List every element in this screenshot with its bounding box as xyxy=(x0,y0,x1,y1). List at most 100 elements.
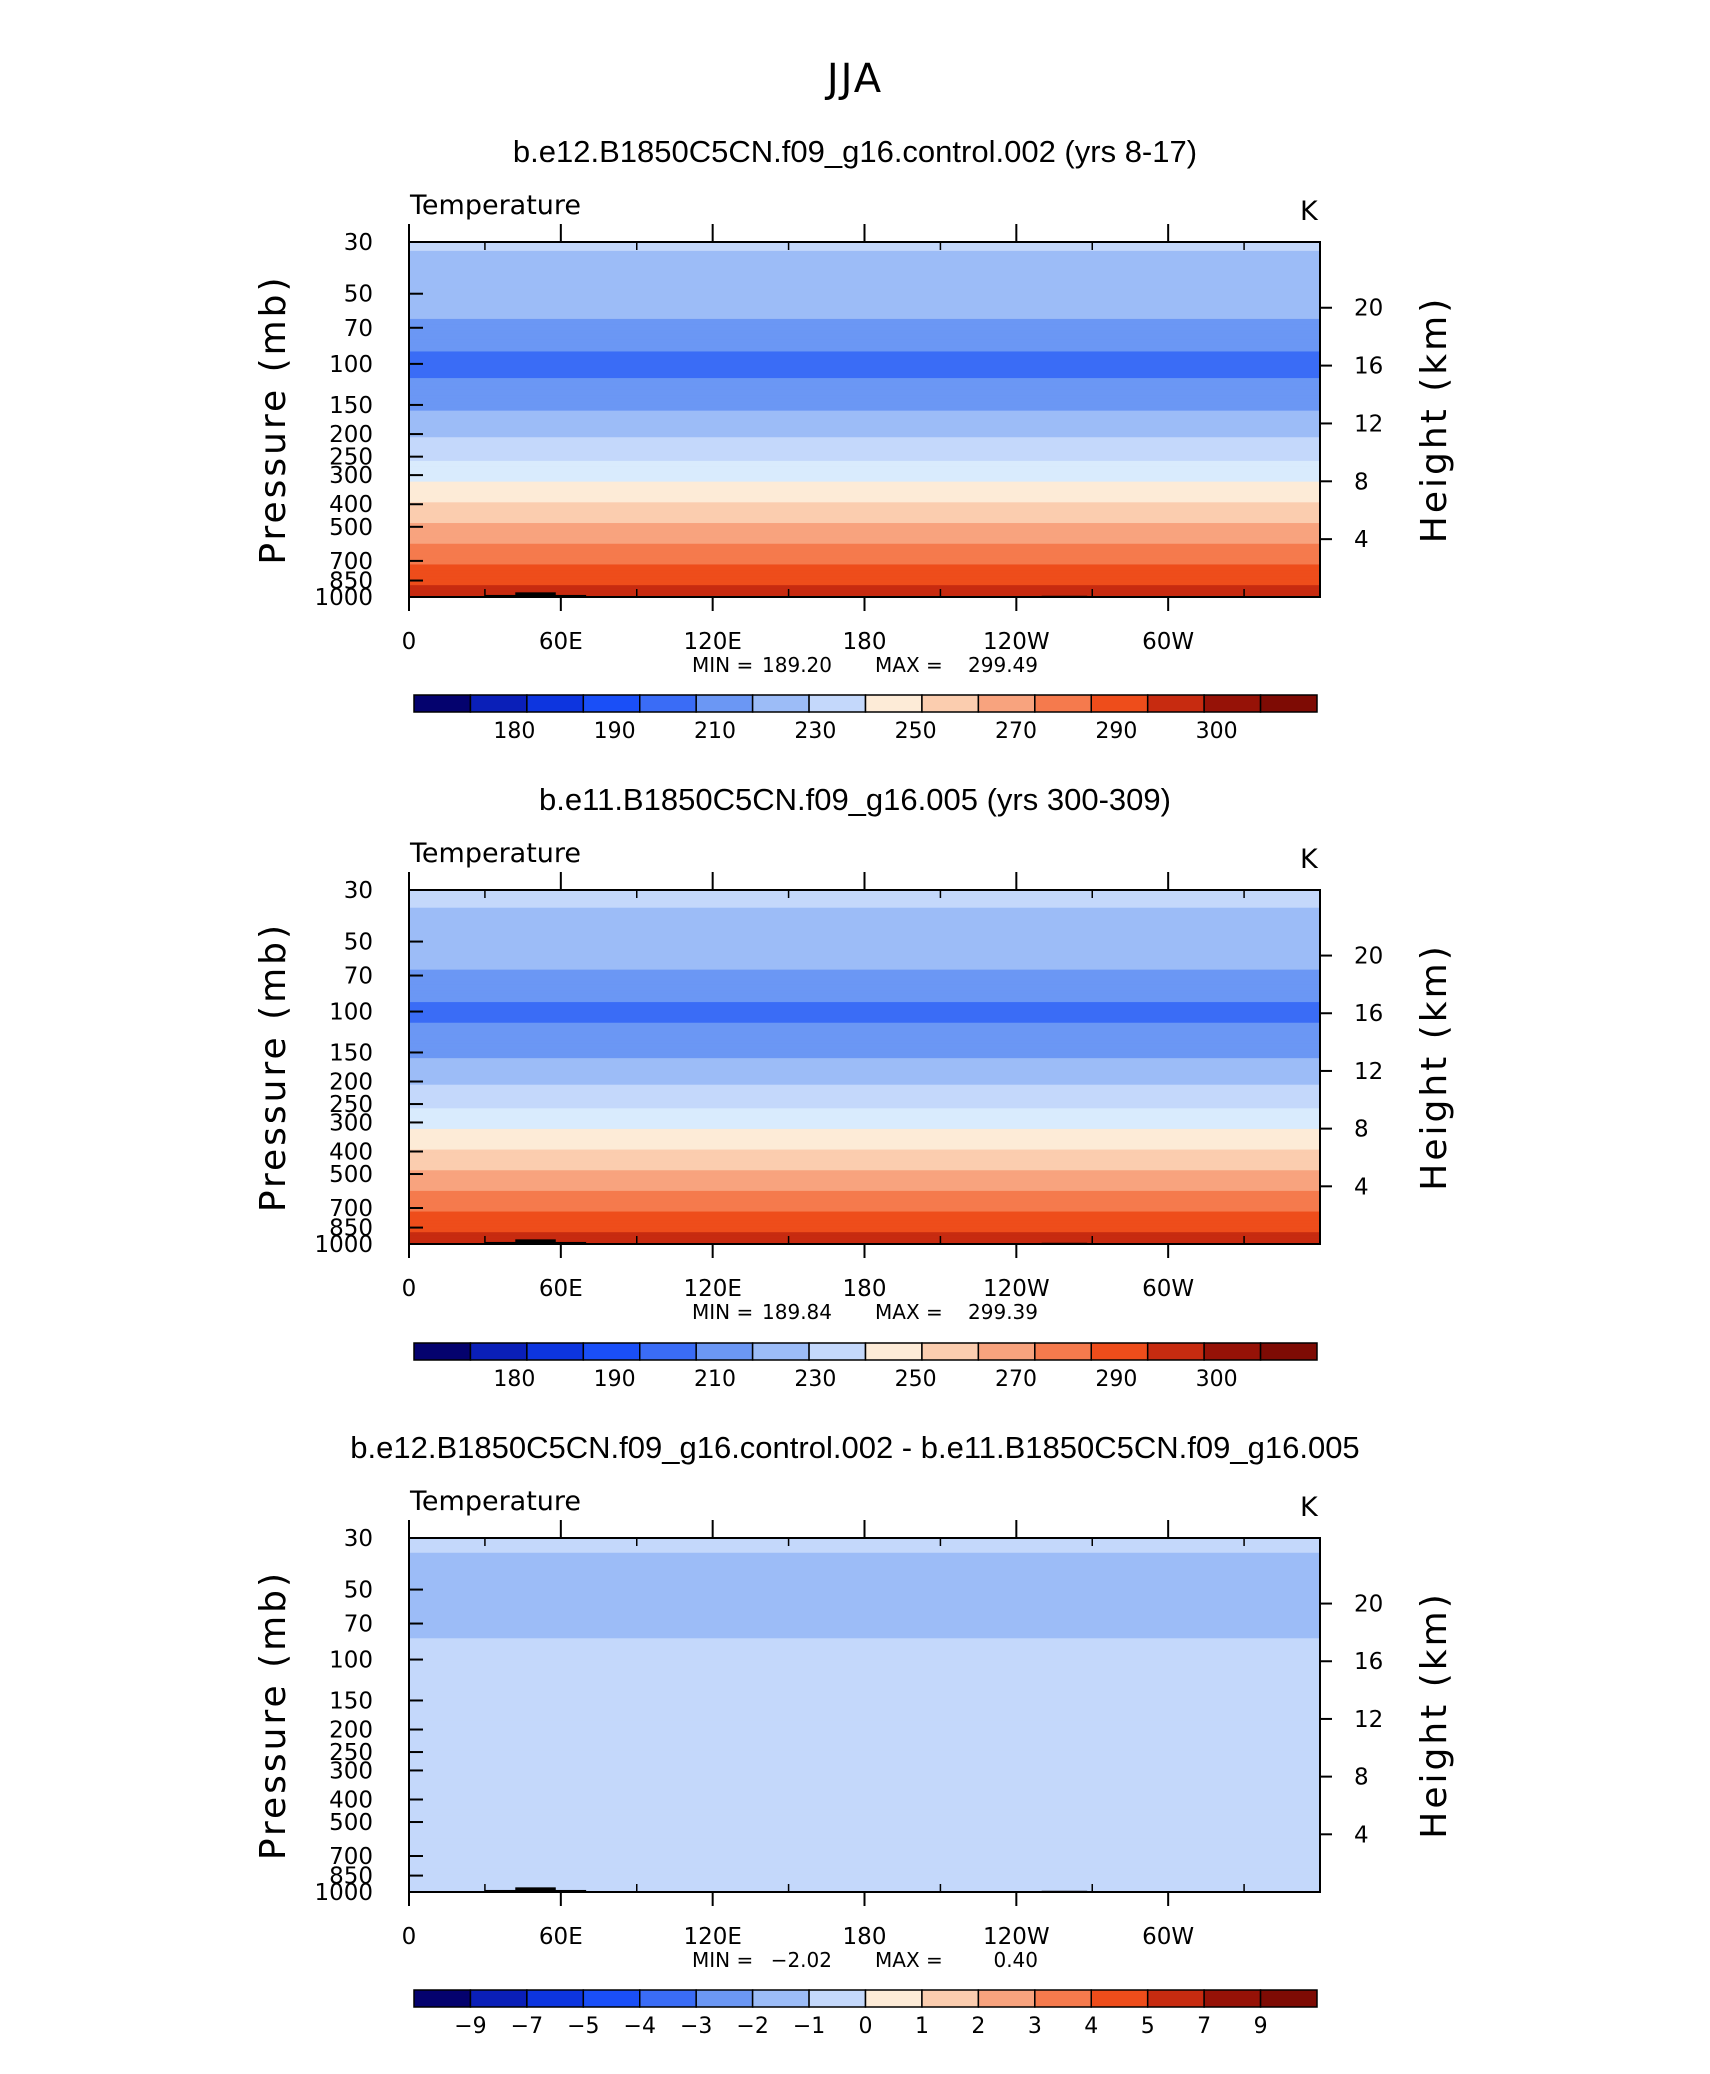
contour-band xyxy=(409,1623,1320,1628)
contour-band xyxy=(409,1765,1320,1769)
contour-band xyxy=(409,922,1320,926)
contour-band xyxy=(409,280,1320,285)
contour-band xyxy=(409,1120,1320,1124)
contour-band xyxy=(409,1638,1320,1642)
contour-band xyxy=(409,1750,1320,1754)
contour-band xyxy=(409,1835,1320,1840)
contour-band xyxy=(409,957,1320,962)
contour-band xyxy=(409,271,1320,276)
contour-band xyxy=(409,318,1320,323)
max-value: 0.40 xyxy=(993,1948,1038,1972)
colorbar-box xyxy=(864,1342,923,1361)
contour-band xyxy=(409,493,1320,498)
contour-band xyxy=(409,1782,1320,1787)
contour-band xyxy=(409,1726,1320,1731)
contour-band xyxy=(409,496,1320,500)
max-label: MAX = xyxy=(875,1300,943,1324)
contour-band xyxy=(409,1844,1320,1849)
contour-band xyxy=(409,1134,1320,1139)
colorbar-box xyxy=(751,1989,810,2008)
x-tick-label: 180 xyxy=(843,629,887,655)
contour-band xyxy=(409,1691,1320,1695)
y-tick-label: 500 xyxy=(329,1162,373,1188)
colorbar-box xyxy=(582,694,641,713)
units-label: K xyxy=(1300,844,1319,875)
min-label: MIN = xyxy=(692,653,753,677)
contour-band xyxy=(409,1075,1320,1080)
contour-band xyxy=(409,937,1320,941)
contour-band xyxy=(409,1709,1320,1713)
contour-band xyxy=(409,434,1320,438)
contour-band xyxy=(409,1673,1320,1678)
contour-band xyxy=(409,1720,1320,1725)
colorbar-box xyxy=(413,1989,472,2008)
y-tick-label: 700 xyxy=(329,549,373,575)
contour-band xyxy=(409,1682,1320,1687)
right-tick-label: 16 xyxy=(1354,1001,1383,1027)
contour-band xyxy=(409,268,1320,273)
contour-band xyxy=(409,1664,1320,1669)
contour-band xyxy=(409,389,1320,394)
contour-band xyxy=(409,360,1320,364)
variable-label: Temperature xyxy=(409,190,581,221)
contour-band xyxy=(409,469,1320,474)
colorbar-label: 3 xyxy=(1028,2014,1042,2039)
colorbar-label: 250 xyxy=(895,719,937,744)
x-tick-label: 60W xyxy=(1142,629,1194,655)
colorbar-label: 300 xyxy=(1196,1367,1238,1392)
contour-band xyxy=(409,1176,1320,1180)
contour-band xyxy=(409,1771,1320,1775)
contour-band xyxy=(409,517,1320,521)
contour-band xyxy=(409,520,1320,524)
contour-band xyxy=(409,1579,1320,1583)
contour-band xyxy=(409,283,1320,287)
colorbar-label: −7 xyxy=(511,2014,543,2039)
contour-band xyxy=(409,1629,1320,1633)
contour-band xyxy=(409,1788,1320,1793)
contour-band xyxy=(409,1889,1320,1893)
contour-band xyxy=(409,1818,1320,1822)
colorbar-box xyxy=(1259,1989,1318,2008)
contour-band xyxy=(409,321,1320,326)
x-tick-label: 120W xyxy=(983,629,1050,655)
colorbar-box xyxy=(1034,1989,1092,2008)
y-tick-label: 50 xyxy=(344,930,373,956)
contour-band xyxy=(409,1158,1320,1162)
contour-band xyxy=(409,384,1320,388)
colorbar-label: 180 xyxy=(493,719,535,744)
contour-band xyxy=(409,1034,1320,1039)
contour-band xyxy=(409,919,1320,924)
contour-band xyxy=(409,966,1320,971)
colorbar-label: 5 xyxy=(1141,2014,1155,2039)
contour-band xyxy=(409,1661,1320,1666)
contour-band xyxy=(409,1850,1320,1855)
right-tick-label: 20 xyxy=(1354,1592,1383,1618)
contour-band xyxy=(409,242,1320,246)
variable-label: Temperature xyxy=(409,1486,581,1517)
contour-band xyxy=(409,289,1320,293)
contour-band xyxy=(409,1538,1320,1542)
contour-band xyxy=(409,1883,1320,1887)
contour-band xyxy=(409,425,1320,429)
contour-band xyxy=(409,265,1320,270)
contour-band xyxy=(409,295,1320,299)
y-tick-label: 50 xyxy=(344,1578,373,1604)
contour-band xyxy=(409,579,1320,583)
contour-band xyxy=(409,960,1320,965)
contour-band xyxy=(409,378,1320,382)
contour-band xyxy=(409,1229,1320,1233)
contour-band xyxy=(409,437,1320,441)
contour-band xyxy=(409,890,1320,894)
y-tick-label: 150 xyxy=(329,393,373,419)
contour-band xyxy=(409,1049,1320,1053)
contour-band xyxy=(409,446,1320,450)
contour-band xyxy=(409,1886,1320,1890)
contour-band xyxy=(409,484,1320,489)
colorbar-box xyxy=(1146,1989,1205,2008)
contour-band xyxy=(409,949,1320,953)
contour-band xyxy=(409,1140,1320,1145)
colorbar-label: 230 xyxy=(794,719,836,744)
contour-band xyxy=(409,534,1320,539)
contour-band xyxy=(409,892,1320,897)
contour-band xyxy=(409,1078,1320,1083)
